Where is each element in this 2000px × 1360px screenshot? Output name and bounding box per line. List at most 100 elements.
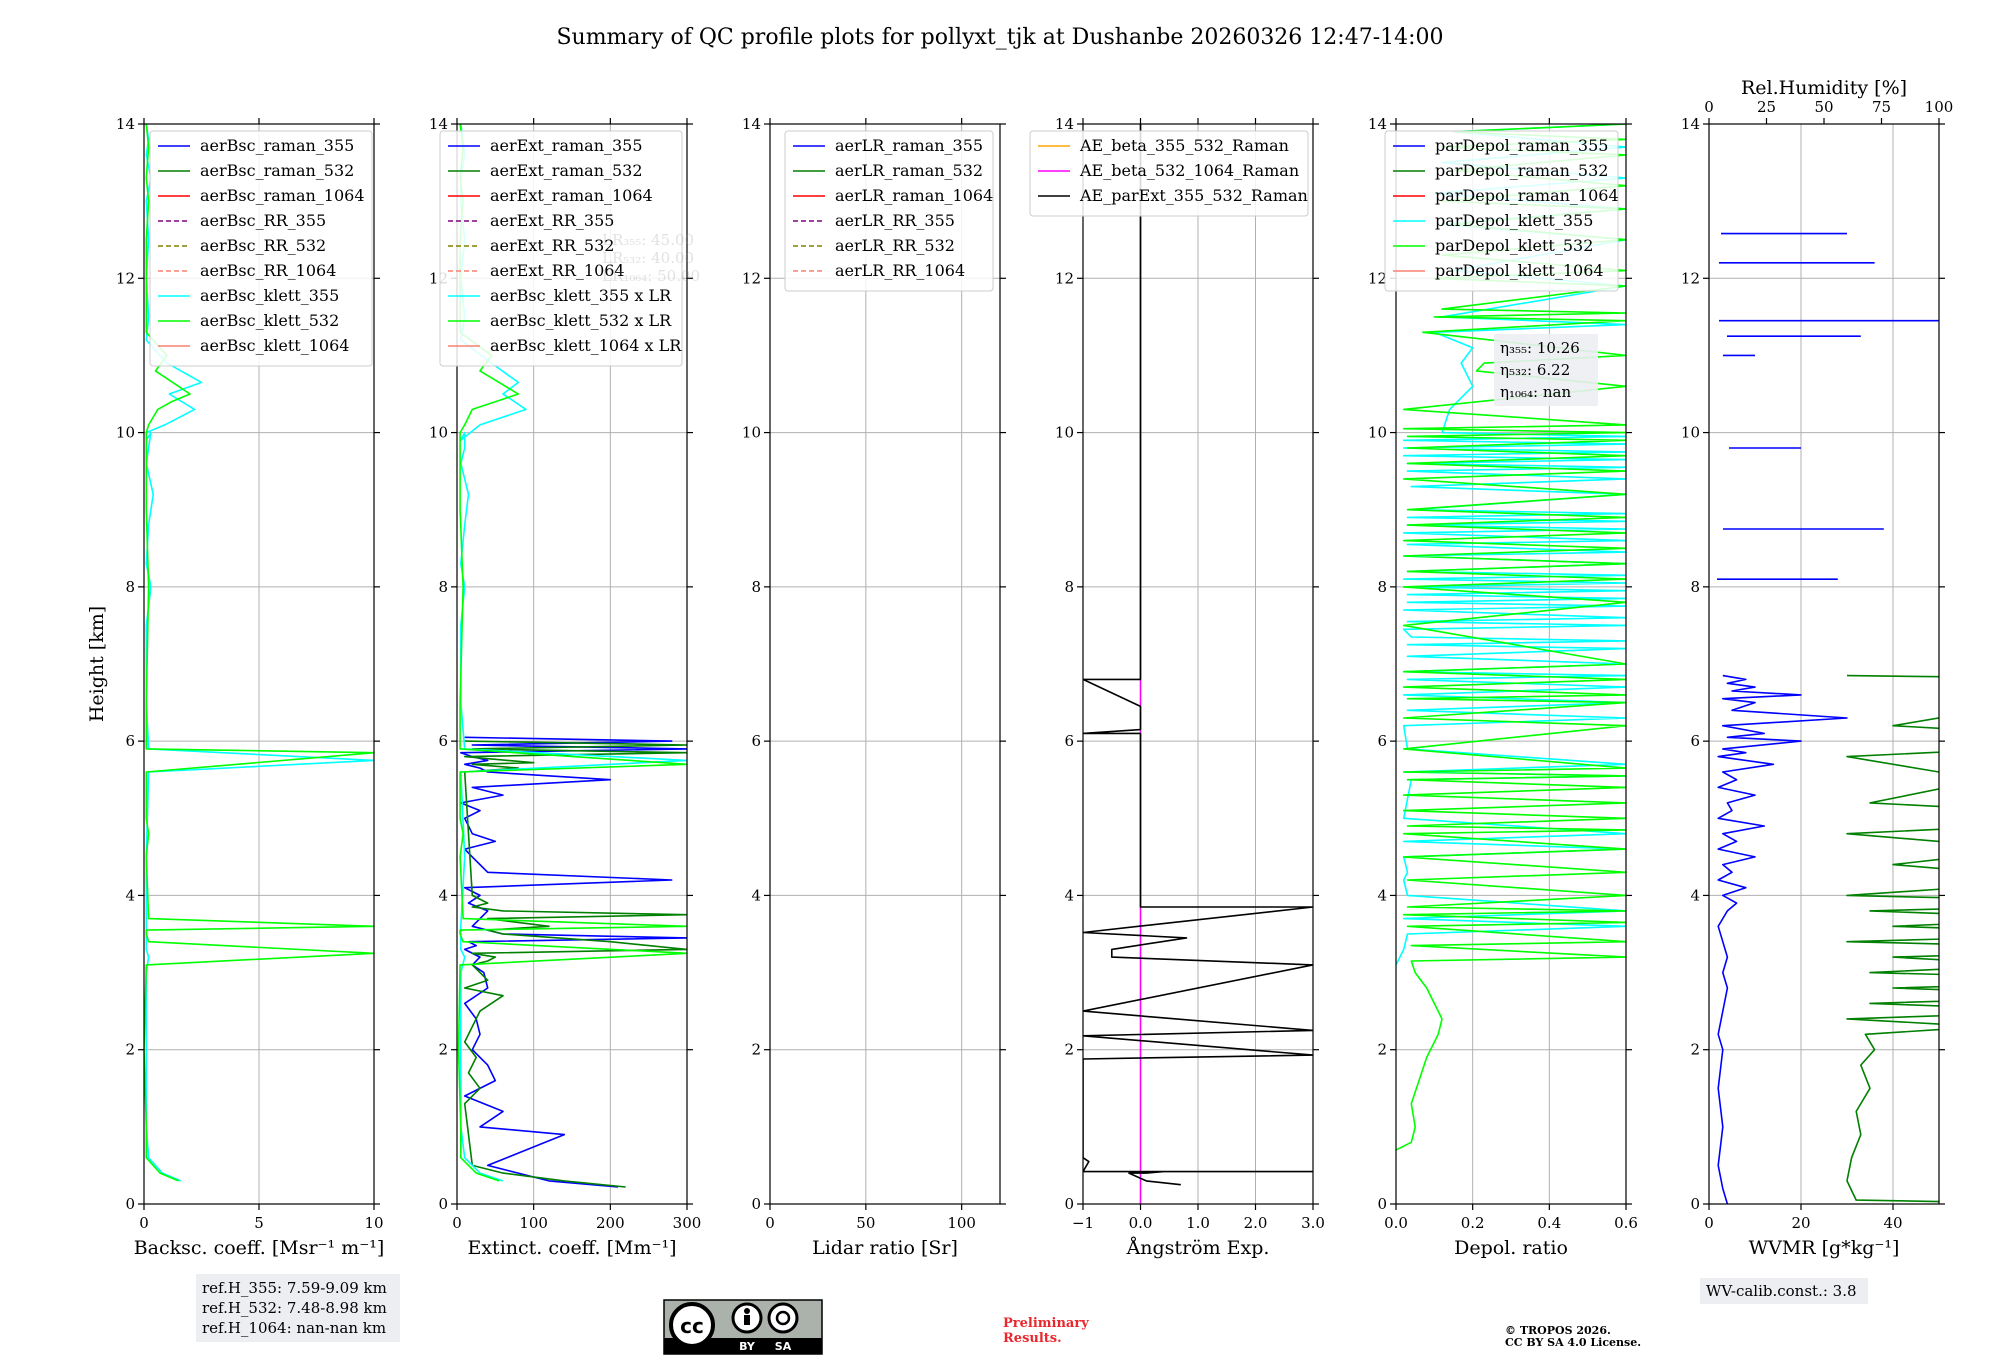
legend-label: parDepol_raman_1064 [1435, 186, 1619, 205]
legend-label: aerExt_raman_532 [490, 161, 643, 180]
y-tick-label: 2 [1690, 1041, 1700, 1059]
legend-label: AE_beta_532_1064_Raman [1079, 161, 1299, 180]
y-tick-label: 4 [751, 886, 761, 904]
x-tick-label: 0.0 [1129, 1214, 1153, 1232]
x-tick-label: 100 [947, 1214, 976, 1232]
y-tick-label: 10 [116, 424, 135, 442]
legend-box [1029, 130, 1309, 217]
x-tick-label: 1.0 [1186, 1214, 1210, 1232]
y-tick-label: 6 [125, 732, 135, 750]
series-parDepol_klett_532 [1396, 124, 1626, 1151]
legend-label: aerLR_raman_1064 [835, 186, 993, 205]
y-tick-label: 4 [1690, 886, 1700, 904]
y-tick-label: 2 [125, 1041, 135, 1059]
axes-frame [456, 123, 688, 1205]
panel-depol: 0.0 0.2 0.4 0.6 0 2 4 6 8 10 12 14 Depol. ratio parDe… [1368, 115, 1638, 1259]
legend: aerLR_raman_355 aerLR_raman_532 aerLR_rama… [784, 130, 994, 292]
x-tick-label: 50 [856, 1214, 875, 1232]
sa-label: SA [775, 1340, 792, 1353]
y-tick-label: 14 [429, 115, 448, 133]
copyright-line-2: CC BY SA 4.0 License. [1505, 1336, 1641, 1349]
legend: parDepol_raman_355 parDepol_raman_532 parD… [1384, 130, 1619, 292]
x-tick-label: 0.4 [1537, 1214, 1561, 1232]
legend-label: aerBsc_RR_1064 [200, 261, 336, 280]
legend-label: aerExt_RR_532 [490, 236, 614, 255]
ref-height-355: ref.H_355: 7.59-9.09 km [202, 1279, 387, 1297]
y-tick-label: 4 [1377, 886, 1387, 904]
series-group [1396, 124, 1626, 1151]
y-tick-label: 14 [742, 115, 761, 133]
x2-tick-label: 75 [1872, 98, 1891, 116]
by-person-body-icon [744, 1315, 750, 1325]
legend-label: parDepol_klett_355 [1435, 211, 1593, 230]
x-tick-label: 10 [364, 1214, 383, 1232]
x-tick-label: 300 [673, 1214, 702, 1232]
y-tick-label: 2 [751, 1041, 761, 1059]
legend-label: aerLR_RR_355 [835, 211, 955, 230]
x-axis-label: Ångström Exp. [1126, 1237, 1270, 1259]
cc-license-badge: cc BY SA [663, 1299, 823, 1355]
x-tick-label: 200 [596, 1214, 625, 1232]
ref-height-532: ref.H_532: 7.48-8.98 km [202, 1299, 387, 1317]
y-axis-label: Height [km] [86, 606, 108, 722]
legend-label: AE_parExt_355_532_Raman [1079, 186, 1308, 205]
y-tick-label: 12 [1681, 269, 1700, 287]
y-tick-label: 8 [1377, 578, 1387, 596]
y-tick-label: 4 [125, 886, 135, 904]
legend-label: aerLR_raman_532 [835, 161, 983, 180]
lr-label: LR₅₃₂: 40.00 [602, 249, 694, 267]
x-tick-label: 0.2 [1461, 1214, 1485, 1232]
figure-title: Summary of QC profile plots for pollyxt_… [556, 25, 1443, 50]
series-AE_parExt_355_532_Raman [1083, 124, 1313, 1186]
series-WVMR [1717, 674, 1848, 1204]
x-axis-label: Extinct. coeff. [Mm⁻¹] [467, 1237, 676, 1259]
legend-box [784, 130, 994, 292]
x-tick-label: 0.0 [1384, 1214, 1408, 1232]
legend: AE_beta_355_532_Raman AE_beta_532_1064_Ra… [1029, 130, 1309, 217]
eta-box [1494, 334, 1598, 406]
results-label: Results. [1003, 1331, 1062, 1346]
legend-label: aerBsc_klett_1064 [200, 336, 349, 355]
legend-label: AE_beta_355_532_Raman [1079, 136, 1289, 155]
legend-label: aerBsc_klett_532 [200, 311, 339, 330]
y-tick-label: 10 [1368, 424, 1387, 442]
x-tick-label: 40 [1883, 1214, 1902, 1232]
y-tick-label: 10 [1055, 424, 1074, 442]
y-tick-label: 6 [1377, 732, 1387, 750]
panel-backscatter: 0 5 10 0 2 4 6 8 10 12 14 Backsc. coeff. [Msr⁻¹ m⁻¹… [86, 115, 384, 1259]
legend-label: aerExt_RR_355 [490, 211, 614, 230]
y-tick-label: 14 [116, 115, 135, 133]
legend-label: parDepol_raman_532 [1435, 161, 1608, 180]
y-tick-label: 14 [1368, 115, 1387, 133]
legend-label: aerBsc_klett_355 [200, 286, 339, 305]
y-tick-label: 8 [1690, 578, 1700, 596]
axes-frame [1395, 123, 1627, 1205]
y-tick-label: 12 [1368, 269, 1387, 287]
x2-tick-label: 25 [1757, 98, 1776, 116]
legend-box [1384, 130, 1619, 292]
series-group [1717, 232, 1939, 1204]
y-tick-label: 8 [438, 578, 448, 596]
x-axis-label: WVMR [g*kg⁻¹] [1749, 1237, 1900, 1259]
y-tick-label: 6 [751, 732, 761, 750]
y-tick-label: 2 [1064, 1041, 1074, 1059]
ref-height-box: ref.H_355: 7.59-9.09 km ref.H_532: 7.48-… [196, 1274, 400, 1342]
legend-label: aerLR_raman_355 [835, 136, 983, 155]
y-tick-label: 14 [1055, 115, 1074, 133]
sa-share-icon [767, 1302, 799, 1334]
legend-label: aerBsc_klett_1064 x LR [490, 336, 682, 355]
x-tick-label: 3.0 [1301, 1214, 1325, 1232]
y-tick-label: 2 [1377, 1041, 1387, 1059]
by-label: BY [739, 1340, 756, 1353]
series-RH [1846, 674, 1939, 1203]
series-group [144, 124, 374, 1182]
x-axis-label: Lidar ratio [Sr] [812, 1237, 958, 1259]
legend-label: aerBsc_raman_1064 [200, 186, 365, 205]
series-aerBsc_klett_532 [144, 124, 374, 1182]
eta-label: η₃₅₅: 10.26 [1500, 339, 1580, 357]
axes-frame [769, 123, 1001, 1205]
x-tick-label: 0 [139, 1214, 149, 1232]
y-tick-label: 0 [1064, 1195, 1074, 1213]
